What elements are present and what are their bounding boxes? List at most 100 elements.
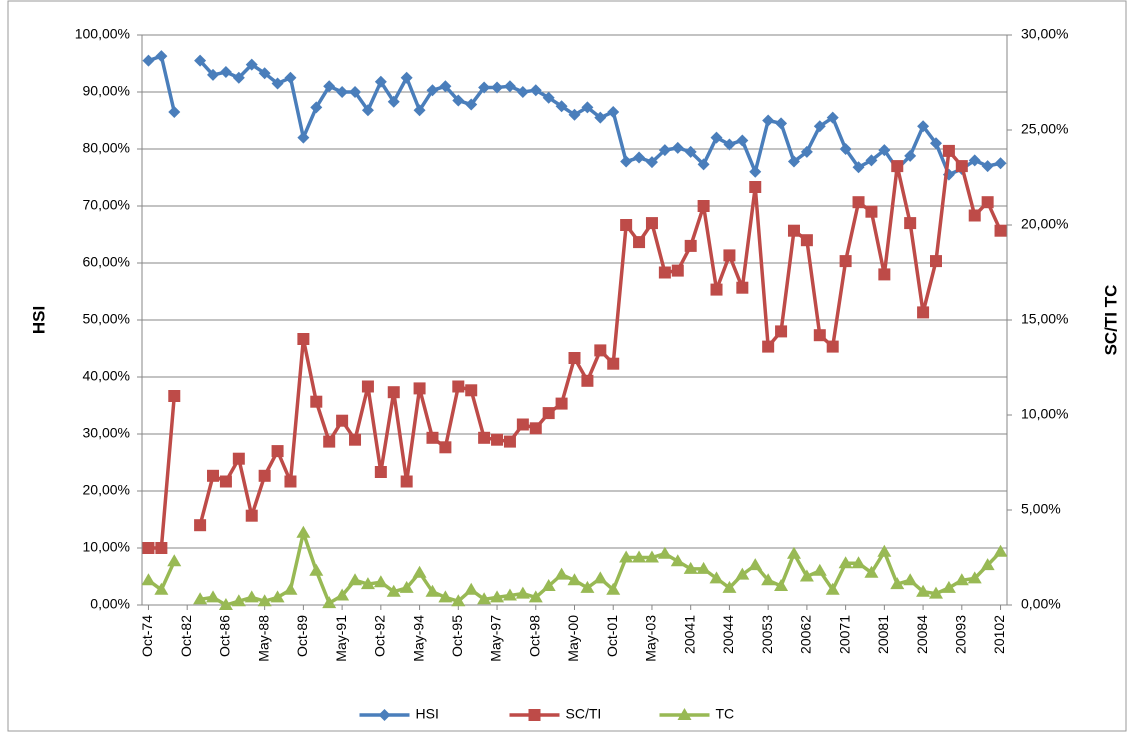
y2-axis-title: SC/TI TC [1101, 285, 1120, 356]
x-tick-label: May-97 [488, 615, 504, 662]
marker [607, 105, 620, 118]
y2-tick-label: 15,00% [1021, 311, 1068, 327]
marker [800, 145, 813, 158]
marker [503, 435, 516, 448]
marker [723, 249, 736, 262]
marker [155, 542, 168, 554]
x-tick-label: 20093 [953, 615, 969, 654]
marker [825, 582, 840, 595]
marker [955, 160, 968, 173]
marker [749, 165, 762, 178]
marker [761, 573, 776, 586]
marker [218, 598, 233, 610]
marker [994, 157, 1007, 170]
x-tick-label: 20084 [914, 615, 930, 654]
marker [775, 325, 788, 338]
marker [762, 114, 775, 127]
marker [515, 586, 530, 599]
marker [683, 561, 698, 574]
marker [516, 86, 529, 98]
marker [219, 475, 232, 488]
marker [677, 708, 692, 720]
marker [916, 584, 931, 597]
marker [309, 563, 324, 576]
marker [245, 58, 258, 71]
marker [194, 519, 207, 532]
marker [477, 592, 492, 605]
marker [336, 414, 349, 427]
marker [775, 117, 788, 130]
marker [851, 556, 866, 569]
marker [141, 573, 156, 586]
marker [917, 120, 930, 133]
marker [633, 236, 646, 249]
marker [400, 475, 413, 488]
marker [917, 306, 930, 319]
marker [232, 452, 245, 465]
marker [606, 582, 621, 595]
marker [387, 95, 400, 108]
marker [968, 154, 981, 167]
marker [993, 544, 1008, 557]
marker [207, 469, 220, 482]
marker [658, 144, 671, 157]
marker [245, 509, 258, 522]
marker [671, 264, 684, 277]
marker [786, 546, 801, 559]
marker [516, 418, 529, 431]
y-tick-label: 40,00% [83, 368, 130, 384]
marker [348, 573, 363, 586]
marker [451, 594, 466, 607]
marker [426, 431, 439, 444]
marker [207, 68, 220, 81]
marker [967, 571, 982, 584]
marker [426, 84, 439, 97]
marker [529, 422, 542, 435]
marker [194, 54, 207, 67]
marker [439, 441, 452, 454]
y-tick-label: 50,00% [83, 311, 130, 327]
marker [878, 268, 891, 281]
marker [374, 466, 387, 478]
marker [542, 91, 555, 104]
marker [877, 544, 892, 557]
marker [839, 143, 852, 155]
marker [465, 384, 478, 397]
marker [258, 469, 271, 482]
marker [413, 382, 426, 395]
x-tick-label: May-91 [333, 615, 349, 662]
marker [929, 137, 942, 150]
x-tick-label: Oct-89 [294, 615, 310, 657]
x-tick-label: 20102 [991, 615, 1007, 654]
marker [142, 54, 155, 67]
marker [594, 344, 607, 357]
marker [284, 475, 297, 488]
marker [387, 386, 400, 399]
marker [903, 573, 918, 586]
marker [193, 592, 208, 605]
marker [168, 390, 181, 402]
x-tick-label: May-03 [643, 615, 659, 662]
marker [878, 144, 891, 157]
marker [620, 155, 633, 168]
x-tick-label: May-00 [565, 615, 581, 662]
marker [838, 556, 853, 569]
marker [283, 582, 298, 595]
x-tick-label: Oct-82 [178, 615, 194, 657]
y-tick-label: 70,00% [83, 197, 130, 213]
marker [735, 567, 750, 580]
y-tick-label: 100,00% [75, 26, 130, 42]
marker [373, 575, 388, 588]
marker [232, 71, 245, 84]
marker [271, 77, 284, 90]
marker [620, 219, 633, 231]
marker [684, 239, 697, 252]
marker [981, 196, 994, 209]
marker [323, 435, 336, 448]
marker [800, 234, 813, 247]
y-tick-label: 10,00% [83, 539, 130, 555]
marker [670, 554, 685, 567]
marker [581, 101, 594, 114]
marker [399, 580, 414, 593]
